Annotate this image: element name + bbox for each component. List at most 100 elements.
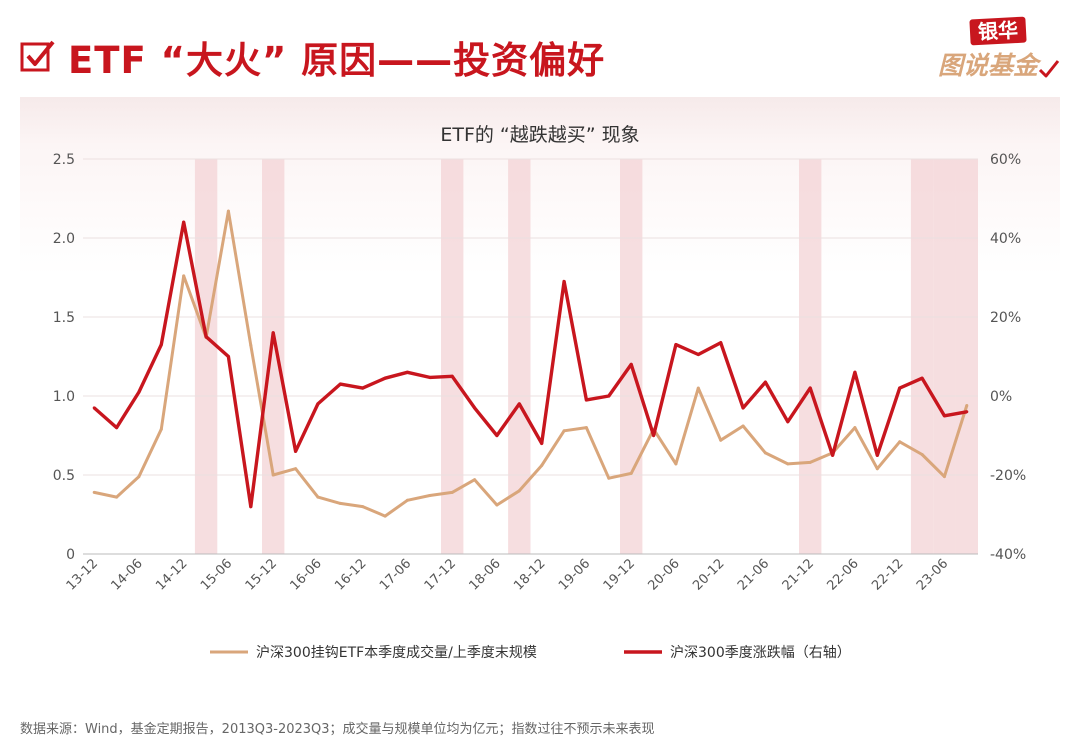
data-point — [428, 494, 432, 497]
data-point — [115, 426, 119, 430]
shaded-band — [508, 159, 531, 554]
data-point — [584, 426, 588, 430]
data-point — [629, 362, 633, 366]
data-point — [584, 398, 588, 402]
shaded-band — [933, 159, 956, 554]
y-right-tick-label: 0% — [990, 389, 1012, 405]
logo-bottom-text: 图说基金 — [938, 51, 1039, 80]
data-point — [115, 495, 119, 499]
data-point — [942, 414, 946, 418]
shaded-band — [799, 159, 822, 554]
data-point — [226, 355, 230, 358]
data-point — [696, 353, 700, 356]
line-chart: 00.51.01.52.02.5-40%-20%0%20%40%60%13-12… — [53, 124, 1026, 661]
x-tick-label: 19-06 — [556, 556, 593, 593]
data-point — [652, 434, 656, 437]
shaded-band — [441, 159, 464, 554]
x-tick-label: 16-06 — [287, 556, 324, 593]
x-tick-label: 20-06 — [645, 556, 682, 593]
data-point — [763, 451, 767, 455]
data-point — [517, 402, 521, 406]
data-point — [249, 343, 253, 347]
data-point — [786, 462, 790, 466]
data-point — [182, 274, 186, 278]
data-point — [361, 505, 365, 509]
y-left-tick-label: 0 — [66, 547, 75, 563]
y-right-tick-label: -40% — [990, 547, 1026, 563]
shaded-band — [262, 159, 285, 554]
data-point — [383, 376, 387, 380]
data-point — [920, 453, 924, 456]
data-point — [405, 498, 409, 502]
series-line-volume-ratio — [93, 209, 969, 518]
legend-label: 沪深300季度涨跌幅（右轴） — [670, 645, 851, 661]
data-point — [674, 343, 678, 347]
data-point — [92, 490, 96, 494]
data-point — [159, 427, 163, 431]
data-point — [338, 382, 342, 386]
data-point — [294, 449, 298, 453]
legend-label: 沪深300挂钩ETF本季度成交量/上季度末规模 — [256, 644, 537, 661]
data-point — [540, 441, 544, 445]
data-point — [965, 404, 969, 407]
data-point — [898, 386, 902, 390]
series-line-index-return — [93, 220, 968, 509]
logo-top-text: 银华 — [969, 16, 1027, 46]
y-left-tick-label: 2.0 — [53, 231, 75, 247]
y-right-tick-label: -20% — [990, 468, 1026, 484]
y-right-tick-label: 40% — [990, 231, 1021, 247]
data-point — [875, 453, 879, 457]
data-point — [920, 376, 924, 380]
x-tick-label: 20-12 — [690, 556, 727, 593]
data-point — [316, 402, 320, 406]
x-tick-label: 14-12 — [153, 556, 190, 593]
logo-check-icon — [1038, 60, 1060, 78]
x-tick-label: 15-06 — [198, 556, 235, 593]
data-point — [495, 434, 499, 437]
data-point — [473, 406, 477, 410]
checkbox-check-icon — [20, 40, 55, 72]
data-point — [92, 406, 96, 410]
chart-panel: 0 0.5 1.0 1.5 2.0 2.5 -40% -20% 0% 20% 40% 60% 13-12… — [20, 97, 1060, 693]
x-tick-label: 22-12 — [869, 556, 906, 593]
y-left-tick-label: 1.0 — [53, 389, 75, 405]
x-tick-label: 14-06 — [108, 556, 145, 593]
data-point — [271, 331, 275, 335]
data-point — [182, 220, 186, 224]
data-point — [473, 478, 477, 482]
shaded-band — [955, 159, 978, 554]
data-point — [316, 495, 320, 499]
y-right-tick-label: 60% — [990, 152, 1021, 168]
data-point — [159, 343, 163, 347]
brand-logo: 银华 图说基金 — [934, 16, 1064, 88]
x-tick-label: 18-06 — [466, 556, 503, 593]
data-point — [450, 374, 454, 378]
data-point — [898, 440, 902, 444]
data-point — [271, 473, 275, 477]
shaded-band — [910, 159, 934, 554]
data-point — [495, 503, 499, 507]
data-point — [719, 341, 723, 345]
x-tick-label: 21-12 — [780, 556, 817, 593]
data-point — [204, 335, 208, 339]
data-point — [607, 476, 611, 480]
data-point — [405, 370, 409, 374]
data-point — [965, 410, 969, 414]
data-point — [629, 471, 633, 475]
data-point — [741, 424, 745, 428]
shaded-band — [620, 159, 643, 554]
x-tick-label: 18-12 — [511, 556, 548, 593]
data-point — [741, 406, 745, 410]
data-point — [786, 420, 790, 424]
data-point — [875, 467, 879, 471]
data-point — [540, 464, 544, 467]
shaded-band — [194, 159, 218, 554]
y-left-tick-label: 2.5 — [53, 152, 75, 168]
data-point — [696, 386, 700, 390]
data-point — [674, 462, 678, 466]
data-point — [338, 501, 342, 505]
data-point — [226, 209, 230, 213]
x-tick-label: 19-12 — [601, 556, 638, 593]
data-point — [294, 467, 298, 471]
data-point — [719, 438, 723, 442]
